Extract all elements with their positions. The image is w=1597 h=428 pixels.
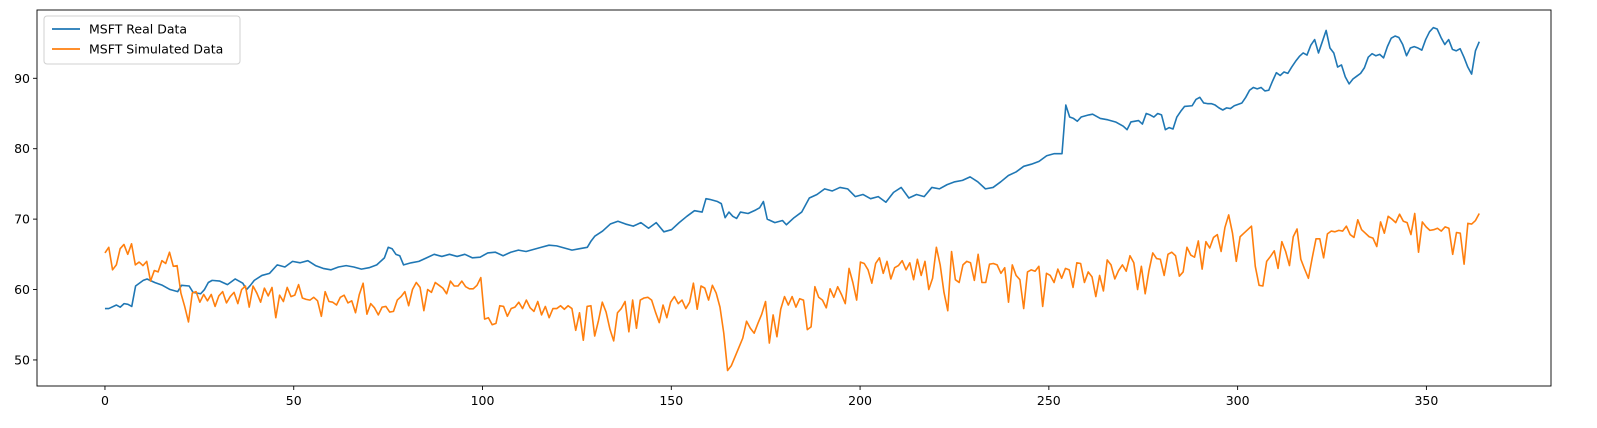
axes: 0 50 100 150 200 250 300 350 50 60 70 80 90 [14, 9, 1552, 408]
axes-frame [36, 9, 1552, 387]
x-tick-label: 0 [101, 393, 109, 408]
y-tick-label: 70 [14, 212, 30, 227]
x-tick-label: 250 [1037, 393, 1061, 408]
y-tick-label: 50 [14, 352, 30, 367]
legend-box [43, 15, 241, 65]
legend-label-1: MSFT Real Data [89, 22, 187, 37]
x-tick-label: 200 [848, 393, 872, 408]
y-tick-label: 60 [14, 282, 30, 297]
series-line-2 [104, 212, 1480, 372]
x-tick-label: 100 [471, 393, 495, 408]
x-tick-label: 150 [659, 393, 683, 408]
x-tick-label: 50 [286, 393, 302, 408]
y-tick-label: 90 [14, 71, 30, 86]
plot-area [104, 26, 1480, 372]
series-line-1 [104, 26, 1480, 310]
x-tick-label: 300 [1226, 393, 1250, 408]
y-tick-label: 80 [14, 141, 30, 156]
x-tick-label: 350 [1414, 393, 1438, 408]
legend: MSFT Real Data MSFT Simulated Data [43, 15, 241, 65]
legend-label-2: MSFT Simulated Data [89, 42, 223, 57]
